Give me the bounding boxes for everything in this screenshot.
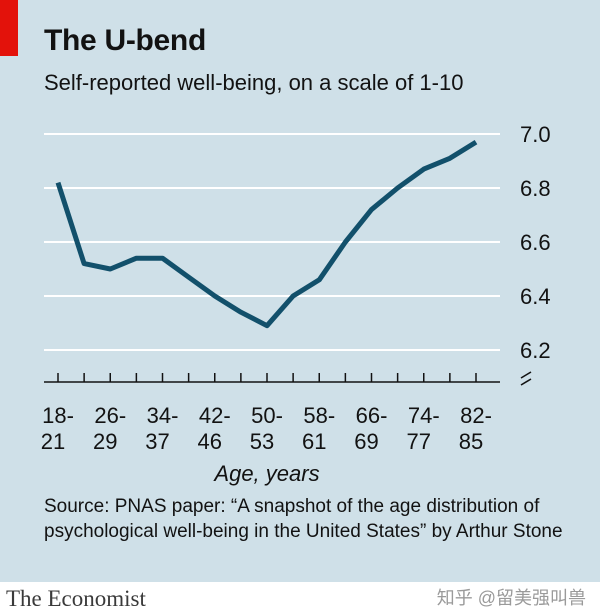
x-tick-label-bottom: 29: [93, 429, 117, 454]
publisher-logo: The Economist: [6, 586, 146, 611]
series-line: [55, 139, 478, 329]
x-tick-label-bottom: 85: [459, 429, 483, 454]
axis-break-stroke: [520, 378, 532, 386]
brand-red-tag: [0, 0, 18, 56]
x-tick-label-top: 58-: [303, 403, 335, 428]
x-tick-label-bottom: 53: [250, 429, 274, 454]
x-tick-label-bottom: 37: [145, 429, 169, 454]
x-tick-label-top: 66-: [356, 403, 388, 428]
x-tick-label-bottom: 77: [407, 429, 431, 454]
y-tick-labels: 7.0 6.8 6.6 6.4 6.2: [520, 122, 551, 386]
y-tick-label: 7.0: [520, 122, 551, 147]
x-tick-label-top: 34-: [147, 403, 179, 428]
x-tick-label-bottom: 69: [354, 429, 378, 454]
x-tick-label-bottom: 61: [302, 429, 326, 454]
x-tick-label-top: 26-: [94, 403, 126, 428]
x-tick-label-top: 82-: [460, 403, 492, 428]
x-tick-labels: 18-21 26-29 34-37 42-46 50-53 58-61 66-69 74-77…: [41, 403, 492, 454]
x-tick-label-top: 42-: [199, 403, 231, 428]
gridlines: [44, 133, 500, 351]
axis-break-stroke: [520, 371, 532, 379]
y-tick-label: 6.2: [520, 338, 551, 363]
y-tick-label: 6.8: [520, 176, 551, 201]
x-axis: [44, 373, 500, 383]
x-tick-label-top: 50-: [251, 403, 283, 428]
x-tick-label-bottom: 21: [41, 429, 65, 454]
y-tick-label: 6.4: [520, 284, 551, 309]
chart-subtitle: Self-reported well-being, on a scale of …: [44, 70, 464, 95]
series-layer: [55, 139, 478, 329]
watermark: 知乎 @留美强叫兽: [436, 588, 586, 608]
x-tick-label-bottom: 46: [198, 429, 222, 454]
x-tick-label-top: 18-: [42, 403, 74, 428]
axis-break-icon: [520, 371, 532, 386]
x-tick-label-top: 74-: [408, 403, 440, 428]
chart-title: The U-bend: [44, 24, 206, 57]
x-axis-label: Age, years: [212, 461, 319, 486]
line-chart: 7.06.86.66.46.2 18-2126-2934-3742-4650-5…: [41, 122, 551, 486]
source-note: Source: PNAS paper: “A snapshot of the a…: [44, 496, 563, 542]
y-tick-label: 6.6: [520, 230, 551, 255]
